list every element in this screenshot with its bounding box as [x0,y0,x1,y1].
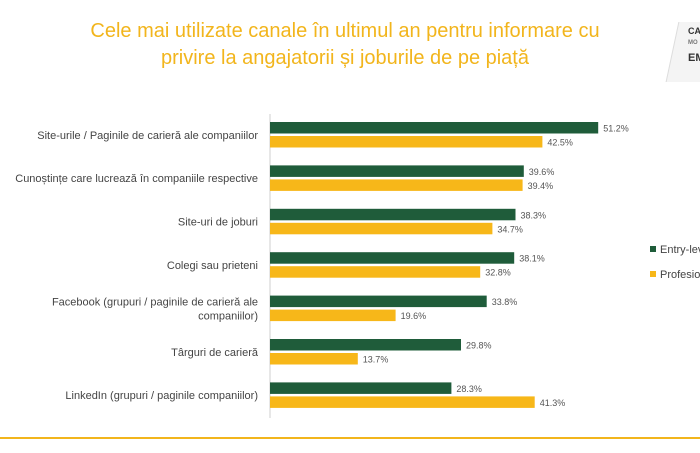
bar-entry-level [270,208,516,221]
data-label: 38.1% [519,254,545,264]
data-label: 42.5% [547,138,573,148]
data-label: 38.3% [521,210,547,220]
bottom-divider [0,437,700,439]
bar-profesionisti [270,266,481,278]
bar-profesionisti [270,136,543,148]
category-label-line: Site-uri de joburi [178,217,258,229]
category-label-line: Târguri de carieră [171,347,259,359]
category-label: Facebook (grupuri / paginile de carieră … [52,296,258,322]
legend-entry: Entry-level [660,244,700,256]
logo-text-2: MO [688,40,698,46]
category-label: Târguri de carieră [171,347,259,359]
bar-profesionisti [270,222,493,235]
data-label: 13.7% [363,355,389,365]
bar-profesionisti [270,396,535,408]
legend-entry: Profesioniști [660,269,700,281]
category-label-line: Site-urile / Paginile de carieră ale com… [37,130,258,142]
data-label: 19.6% [401,311,427,321]
category-label-line: Cunoștințe care lucrează în companiile r… [15,173,258,185]
title-line-2: privire la angajatorii și joburile de pe… [161,47,529,69]
category-label: LinkedIn (grupuri / paginile companiilor… [65,390,258,402]
legend-swatch [650,271,656,277]
logo-text-1: CA [688,26,700,36]
bar-entry-level [270,382,452,394]
bar-profesionisti [270,309,396,322]
category-label-line: companiilor) [198,310,258,322]
bar-entry-level [270,252,515,264]
data-label: 29.8% [466,341,492,351]
data-label: 39.4% [528,181,554,191]
category-label: Site-urile / Paginile de carieră ale com… [37,130,258,142]
logo-text-3: EM [688,52,700,64]
category-label-line: LinkedIn (grupuri / paginile companiilor… [65,390,258,402]
category-label: Colegi sau prieteni [167,260,258,272]
data-label: 34.7% [497,224,523,234]
title-line-1: Cele mai utilizate canale în ultimul an … [90,20,600,42]
category-label: Site-uri de joburi [178,217,258,229]
bar-entry-level [270,295,487,308]
bar-entry-level [270,165,524,177]
data-label: 41.3% [540,398,566,408]
category-label-line: Colegi sau prieteni [167,260,258,272]
data-label: 51.2% [603,124,629,134]
data-label: 32.8% [485,268,511,278]
legend-swatch [650,246,656,252]
data-label: 39.6% [529,167,555,177]
category-label-line: Facebook (grupuri / paginile de carieră … [52,296,258,308]
bar-entry-level [270,122,599,134]
bar-entry-level [270,339,461,351]
bar-profesionisti [270,179,523,191]
chart-title: Cele mai utilizate canale în ultimul an … [0,18,690,72]
data-label: 33.8% [492,297,518,307]
category-label: Cunoștințe care lucrează în companiile r… [15,173,258,185]
data-label: 28.3% [456,384,482,394]
bar-profesionisti [270,353,358,365]
